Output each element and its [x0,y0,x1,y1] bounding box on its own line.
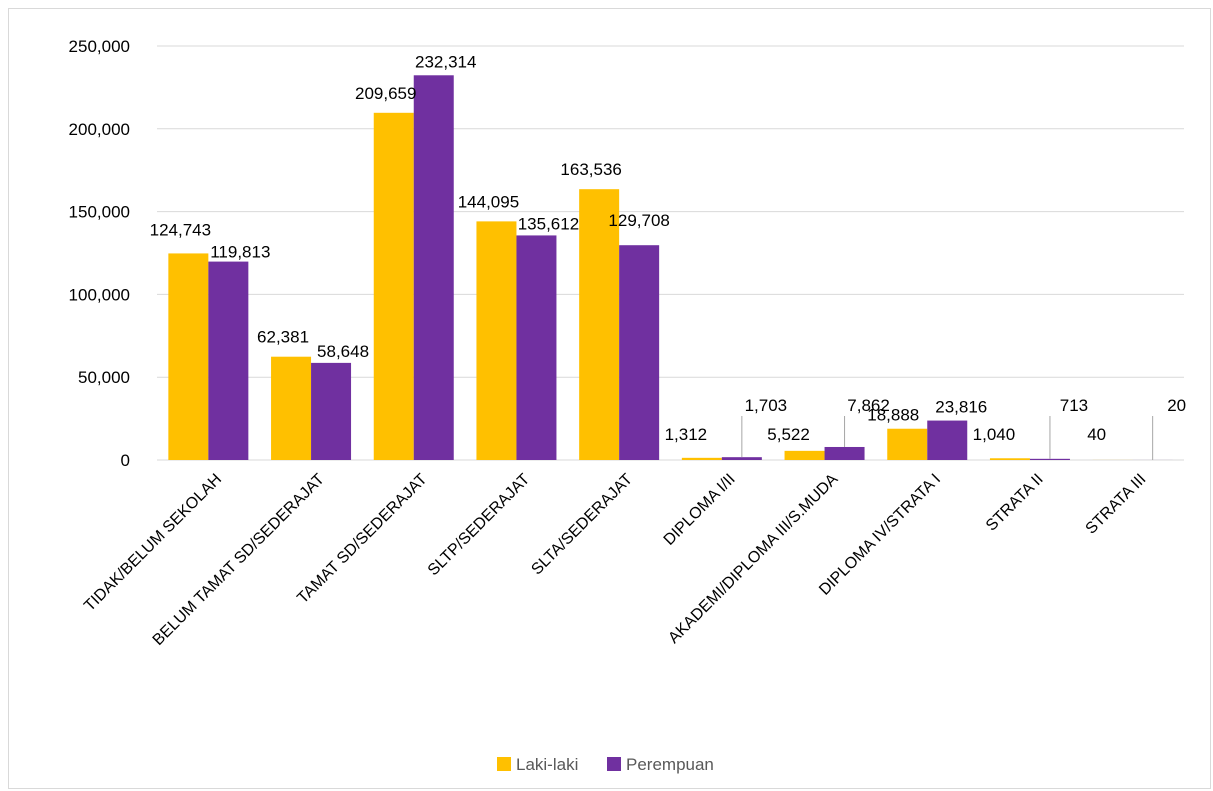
legend-label-laki-laki: Laki-laki [516,755,578,774]
bar-perempuan-sltp-sederajat [516,235,557,460]
data-label-laki-laki-akademi-diploma-iii-s-muda: 5,522 [767,425,810,444]
y-tick-label: 50,000 [78,368,130,387]
legend-swatch-perempuan [607,757,621,771]
x-category-label-slta-sederajat: SLTA/SEDERAJAT [528,471,636,579]
data-label-laki-laki-strata-ii: 1,040 [973,425,1016,444]
bar-laki-laki-sltp-sederajat [476,221,517,460]
bar-laki-laki-akademi-diploma-iii-s-muda [784,450,825,460]
bar-perempuan-belum-tamat-sd-sederajat [311,362,352,460]
y-tick-label: 250,000 [69,37,130,56]
data-label-laki-laki-diploma-iv-strata-i: 18,888 [867,406,919,425]
data-label-laki-laki-tidak-belum-sekolah: 124,743 [150,220,211,239]
bar-laki-laki-tamat-sd-sederajat [373,112,414,461]
data-label-perempuan-strata-iii: 20 [1167,396,1186,415]
bar-perempuan-tamat-sd-sederajat [413,75,454,460]
bar-perempuan-tidak-belum-sekolah [208,261,249,460]
bar-laki-laki-slta-sederajat [579,189,620,460]
y-axis-ticks: 0 50,000 100,000 150,000 200,000 250,000 [69,37,130,470]
data-label-perempuan-slta-sederajat: 129,708 [608,211,669,230]
data-label-laki-laki-sltp-sederajat: 144,095 [458,192,519,211]
leader-lines [741,416,1154,460]
bar-perempuan-strata-ii [1029,458,1070,460]
data-label-perempuan-tidak-belum-sekolah: 119,813 [210,243,270,262]
y-tick-label: 100,000 [69,285,130,304]
x-category-label-diploma-iv-strata-i: DIPLOMA IV/STRATA I [816,471,944,599]
data-label-perempuan-strata-ii: 713 [1060,396,1088,415]
data-label-perempuan-tamat-sd-sederajat: 232,314 [415,52,476,71]
legend: Laki-laki Perempuan [497,755,714,774]
chart-frame: 0 50,000 100,000 150,000 200,000 250,000 124,… [8,8,1211,789]
bars [168,75,1173,461]
x-category-label-strata-iii: STRATA III [1083,471,1150,538]
legend-swatch-laki-laki [497,757,511,771]
x-category-label-belum-tamat-sd-sederajat: BELUM TAMAT SD/SEDERAJAT [150,471,328,649]
data-label-laki-laki-slta-sederajat: 163,536 [560,160,621,179]
x-category-label-diploma-i-ii: DIPLOMA I/II [661,471,739,549]
y-tick-label: 200,000 [69,120,130,139]
bar-laki-laki-diploma-iv-strata-i [887,428,928,460]
data-label-laki-laki-diploma-i-ii: 1,312 [665,425,708,444]
y-tick-label: 150,000 [69,203,130,222]
legend-label-perempuan: Perempuan [626,755,714,774]
bar-chart: 0 50,000 100,000 150,000 200,000 250,000 124,… [69,37,1187,774]
x-category-label-sltp-sederajat: SLTP/SEDERAJAT [425,471,534,580]
data-label-laki-laki-tamat-sd-sederajat: 209,659 [355,84,416,103]
x-category-label-strata-ii: STRATA II [983,471,1047,535]
bar-laki-laki-strata-ii [989,458,1030,460]
data-labels: 124,743 119,813 62,381 58,648 209,659 232,314… [150,52,1186,444]
bar-perempuan-diploma-iv-strata-i [927,420,968,460]
data-label-perempuan-sltp-sederajat: 135,612 [518,214,579,233]
bar-laki-laki-diploma-i-ii [681,457,722,460]
bar-perempuan-slta-sederajat [619,245,660,460]
y-tick-label: 0 [121,451,130,470]
bar-perempuan-diploma-i-ii [721,457,762,460]
x-category-label-akademi-diploma-iii-s-muda: AKADEMI/DIPLOMA III/S.MUDA [665,471,841,647]
data-label-perempuan-diploma-i-ii: 1,703 [745,396,788,415]
data-label-perempuan-belum-tamat-sd-sederajat: 58,648 [317,342,369,361]
data-label-laki-laki-belum-tamat-sd-sederajat: 62,381 [257,328,309,347]
data-label-perempuan-diploma-iv-strata-i: 23,816 [935,398,987,417]
bar-perempuan-akademi-diploma-iii-s-muda [824,446,865,460]
data-label-laki-laki-strata-iii: 40 [1087,425,1106,444]
data-label-perempuan-akademi-diploma-iii-s-muda: 7,862 [847,396,890,415]
bar-laki-laki-tidak-belum-sekolah [168,253,209,460]
bar-laki-laki-belum-tamat-sd-sederajat [271,356,312,460]
